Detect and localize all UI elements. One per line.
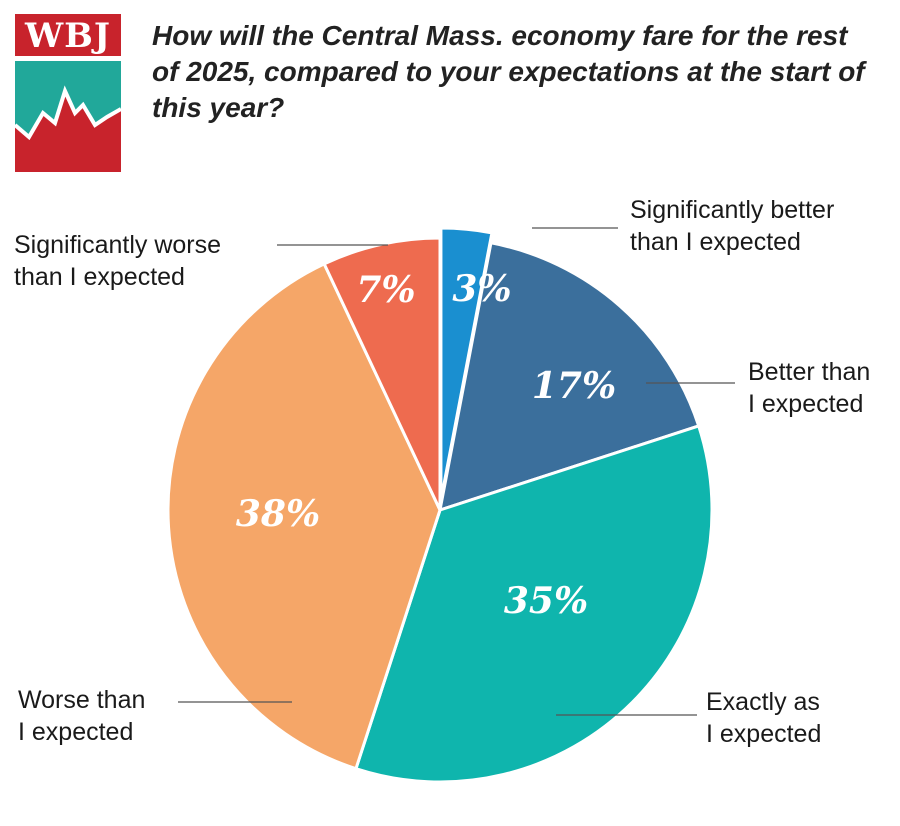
slice-value-label: 35% — [504, 580, 588, 622]
slice-category-label: Worse than I expected — [18, 686, 145, 746]
wbj-logo: WBJ — [15, 14, 121, 172]
slice-value-label: 17% — [532, 365, 616, 407]
pie-slice — [438, 241, 701, 512]
slice-category-label: Significantly better than I expected — [630, 196, 834, 256]
slice-category-label: Exactly as I expected — [706, 688, 821, 748]
logo-line — [15, 85, 121, 141]
slice-value-label: 3% — [452, 268, 511, 310]
pie-slice — [354, 424, 714, 784]
logo-text: WBJ — [24, 16, 111, 56]
logo-graph-icon — [15, 61, 121, 172]
pie-slice — [166, 262, 442, 771]
chart-question-title: How will the Central Mass. economy fare … — [152, 20, 865, 123]
logo-red-bar — [15, 14, 121, 56]
logo-red-field — [15, 91, 121, 172]
slice-category-label: Significantly worse than I expected — [14, 231, 221, 291]
slice-value-label: 38% — [236, 493, 320, 535]
slice-category-label: Better than I expected — [748, 358, 870, 418]
slice-value-label: 7% — [356, 269, 415, 311]
